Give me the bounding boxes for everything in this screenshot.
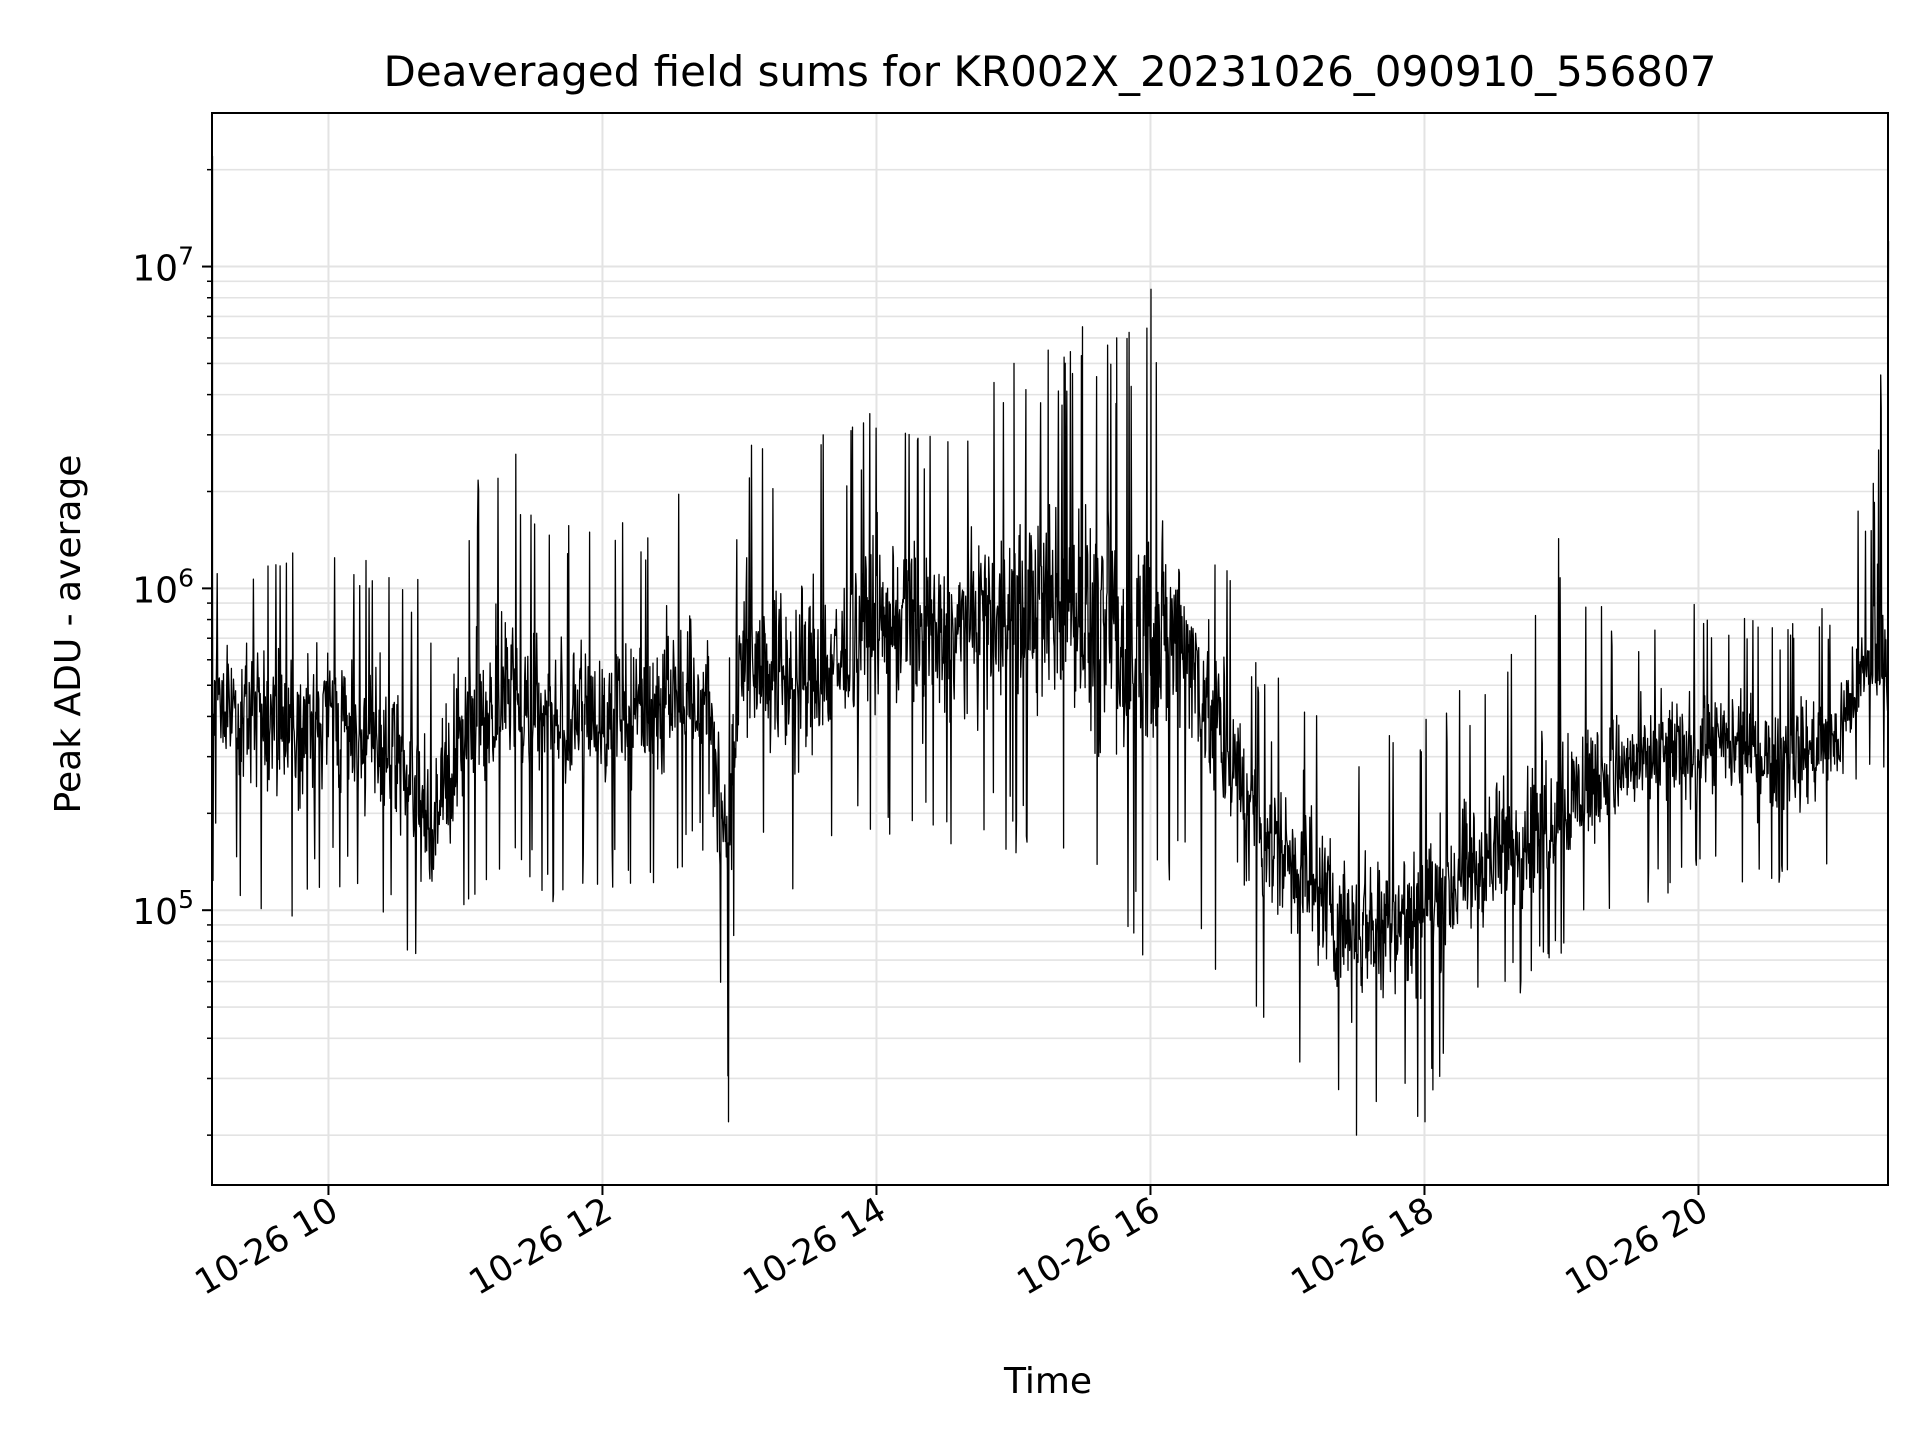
y-axis-label: Peak ADU - average	[48, 455, 89, 814]
y-tick-label: 107	[132, 242, 194, 290]
chart-title: Deaveraged field sums for KR002X_2023102…	[384, 47, 1717, 96]
series-line	[211, 155, 1890, 1136]
plot-frame	[211, 112, 1889, 1186]
y-tick-label: 105	[132, 885, 194, 933]
grid	[207, 113, 1888, 1185]
series-group	[211, 155, 1890, 1136]
y-tick-label: 106	[132, 563, 194, 611]
y-axis: 105 106 107	[132, 242, 212, 933]
x-axis-label: Time	[1003, 1361, 1092, 1402]
